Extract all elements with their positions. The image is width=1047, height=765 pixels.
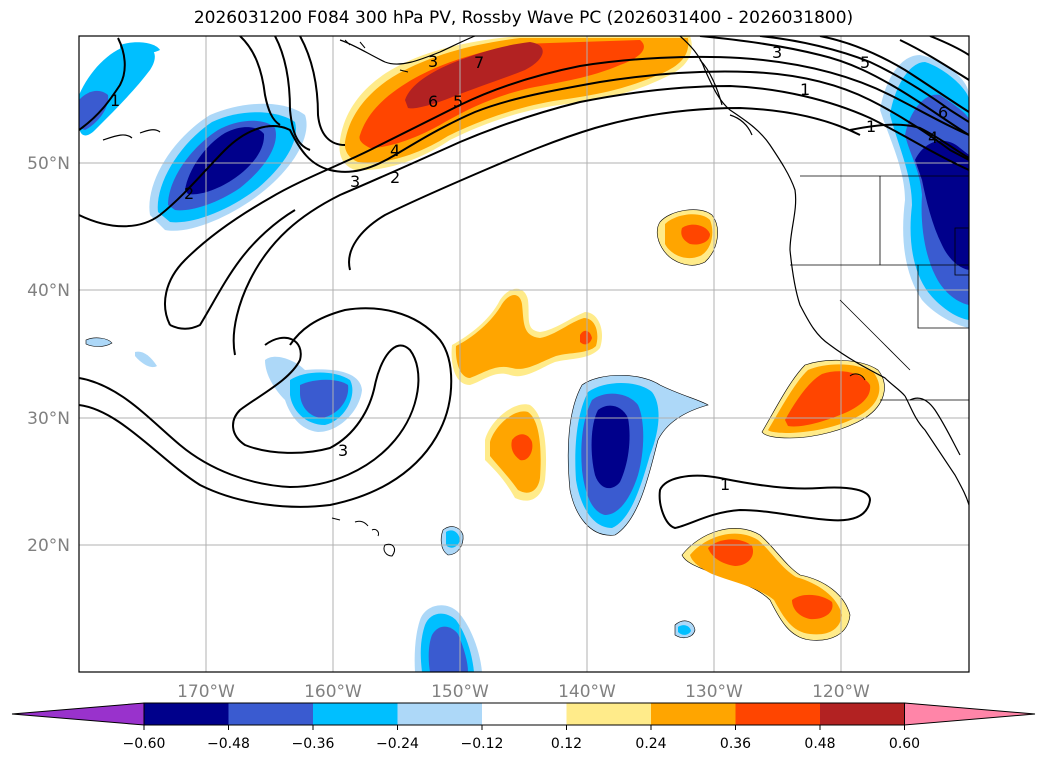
state-borders [790, 175, 969, 401]
map-area: 1 2 3 4 5 6 7 3 5 6 4 1 2 3 3 1 1 [79, 36, 969, 672]
neg-anomaly-midpac [265, 356, 362, 432]
map-frame [78, 35, 970, 673]
svg-text:4: 4 [390, 141, 400, 160]
lat-label-50n: 50°N [27, 154, 70, 174]
lon-label-160w: 160°W [304, 682, 362, 702]
lon-label-150w: 150°W [431, 682, 489, 702]
lat-label-30n: 30°N [27, 409, 70, 429]
svg-text:6: 6 [938, 103, 948, 122]
svg-text:2: 2 [390, 168, 400, 187]
lon-label-140w: 140°W [558, 682, 616, 702]
neg-anomaly-nw [149, 103, 307, 231]
colorbar-tick: −0.60 [123, 736, 166, 752]
lat-axis-labels: 50°N 40°N 30°N 20°N [27, 154, 70, 556]
pos-anomaly-44n [656, 209, 718, 266]
svg-text:1: 1 [110, 91, 120, 110]
pos-anomaly-37n [451, 288, 603, 385]
neg-anomaly-bottom [414, 605, 482, 672]
svg-text:7: 7 [474, 53, 484, 72]
svg-text:1: 1 [866, 117, 876, 136]
lon-axis-labels: 170°W 160°W 150°W 140°W 130°W 120°W [177, 682, 870, 702]
svg-text:3: 3 [338, 441, 348, 460]
svg-text:4: 4 [928, 128, 938, 147]
colorbar-tick: 0.60 [889, 736, 920, 752]
svg-text:3: 3 [772, 43, 782, 62]
colorbar-tick: −0.24 [376, 736, 419, 752]
pos-anomaly-30n [761, 359, 885, 439]
svg-text:1: 1 [720, 475, 730, 494]
colorbar-tick: 0.12 [551, 736, 582, 752]
pos-anomaly-18n [681, 528, 851, 641]
svg-text:3: 3 [350, 172, 360, 191]
lat-label-40n: 40°N [27, 281, 70, 301]
neg-anomaly-central [567, 374, 709, 536]
colorbar-tick: −0.12 [461, 736, 504, 752]
colorbar-extend-high [904, 702, 1036, 726]
islands [331, 39, 866, 557]
svg-text:5: 5 [860, 53, 870, 72]
colorbar-tick: 0.48 [804, 736, 835, 752]
svg-text:2: 2 [184, 184, 194, 203]
svg-text:5: 5 [453, 92, 463, 111]
lon-label-120w: 120°W [812, 682, 870, 702]
pos-anomaly-28n [485, 404, 547, 501]
colorbar-tick: −0.48 [207, 736, 250, 752]
colorbar-tick: −0.36 [292, 736, 335, 752]
colorbar-extend-low [11, 702, 145, 726]
svg-text:3: 3 [428, 52, 438, 71]
coastlines [102, 36, 969, 506]
lat-label-20n: 20°N [27, 536, 70, 556]
lon-label-170w: 170°W [177, 682, 235, 702]
colorbar-tick: 0.24 [635, 736, 666, 752]
colorbar: −0.60 −0.48 −0.36 −0.24 −0.12 0.12 0.24 … [11, 702, 1036, 752]
neg-anomaly-small [440, 526, 696, 639]
colorbar-tick: 0.36 [720, 736, 751, 752]
lon-label-130w: 130°W [685, 682, 743, 702]
svg-text:1: 1 [800, 80, 810, 99]
svg-text:6: 6 [428, 92, 438, 111]
contours [79, 36, 969, 530]
chart-title: 2026031200 F084 300 hPa PV, Rossby Wave … [193, 8, 854, 28]
contour-labels: 1 2 3 4 5 6 7 3 5 6 4 1 2 3 3 1 1 [110, 43, 948, 494]
